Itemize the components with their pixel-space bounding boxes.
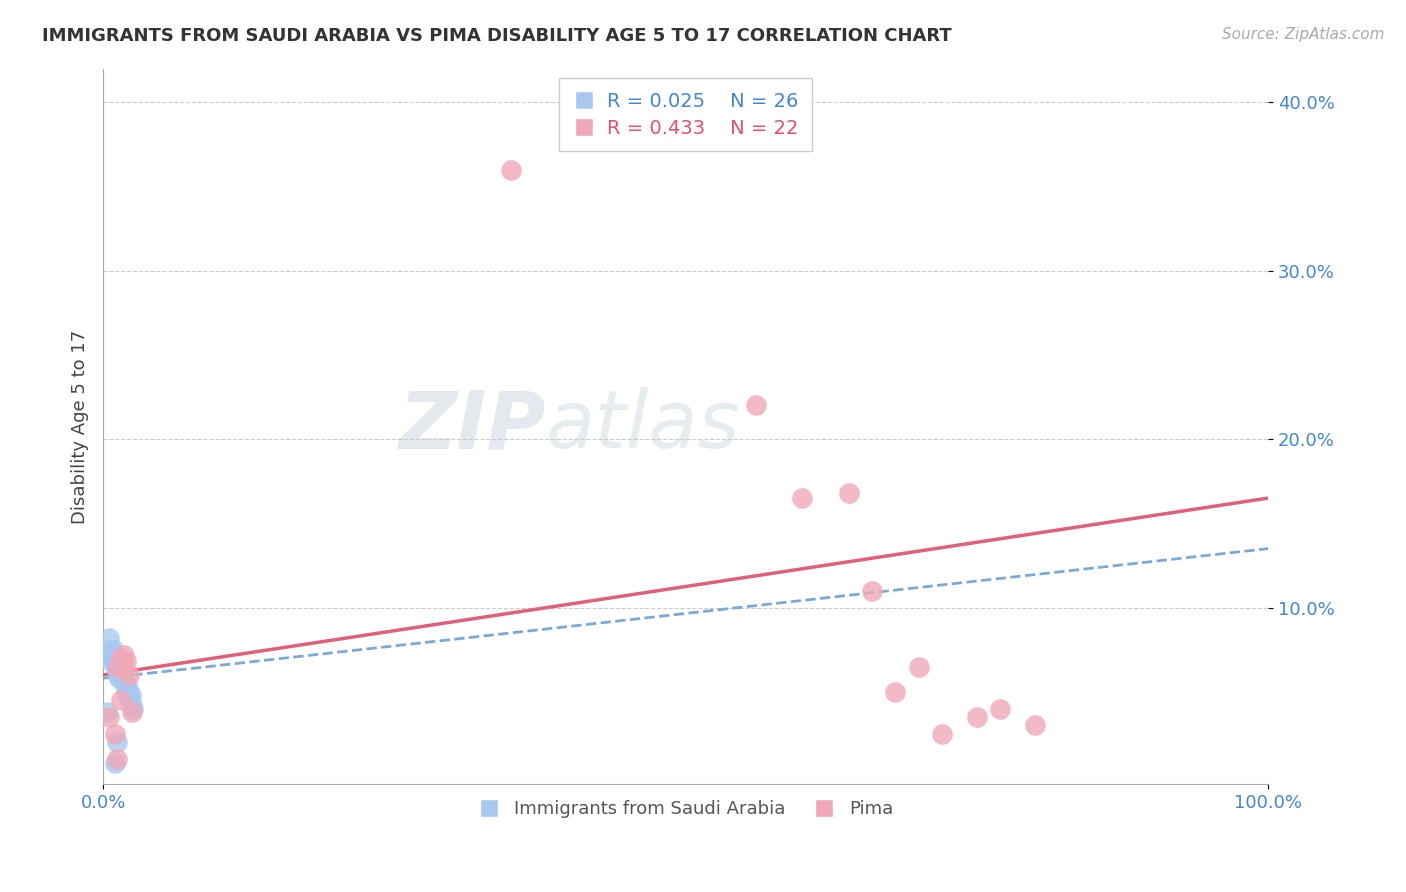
Point [115,685,138,699]
Point [118,668,141,682]
Point [104,756,127,770]
Point [112,648,135,662]
Text: IMMIGRANTS FROM SAUDI ARABIA VS PIMA DISABILITY AGE 5 TO 17 CORRELATION CHART: IMMIGRANTS FROM SAUDI ARABIA VS PIMA DIS… [42,27,952,45]
Text: atlas: atlas [546,387,741,466]
Point [97,710,120,724]
Point [104,659,127,673]
Point [107,659,129,673]
Text: Source: ZipAtlas.com: Source: ZipAtlas.com [1222,27,1385,42]
Point [117,681,139,696]
Point [121,698,143,713]
Point [110,693,132,707]
Point [111,668,134,682]
Point [499,162,522,177]
Point [104,727,127,741]
Point [792,491,814,505]
Legend: Immigrants from Saudi Arabia, Pima: Immigrants from Saudi Arabia, Pima [471,793,900,825]
Point [110,651,132,665]
Point [907,659,929,673]
Point [97,631,120,645]
Point [105,663,128,677]
Point [101,648,124,662]
Point [118,693,141,707]
Point [108,671,131,685]
Point [122,701,145,715]
Point [120,688,142,702]
Point [100,655,122,669]
Point [1024,718,1046,732]
Text: ZIP: ZIP [398,387,546,466]
Point [860,583,883,598]
Point [121,705,143,719]
Point [988,701,1011,715]
Y-axis label: Disability Age 5 to 17: Disability Age 5 to 17 [72,329,89,524]
Point [118,688,141,702]
Point [96,705,118,719]
Point [112,659,135,673]
Point [112,676,135,690]
Point [107,668,129,682]
Point [105,735,128,749]
Point [104,651,127,665]
Point [97,648,120,662]
Point [105,752,128,766]
Point [110,665,132,679]
Point [884,685,907,699]
Point [111,671,134,685]
Point [838,486,860,500]
Point [931,727,953,741]
Point [103,642,125,657]
Point [98,642,121,657]
Point [744,399,766,413]
Point [966,710,988,724]
Point [114,676,136,690]
Point [115,655,138,669]
